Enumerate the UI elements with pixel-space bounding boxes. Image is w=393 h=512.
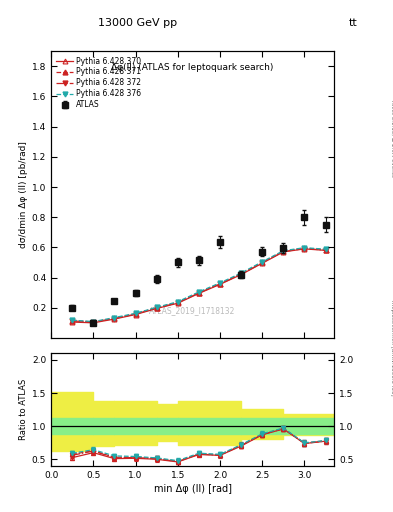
Pythia 6.428 372	[218, 281, 222, 287]
Pythia 6.428 372	[281, 248, 286, 254]
Pythia 6.428 370	[70, 319, 75, 325]
Pythia 6.428 376	[175, 298, 180, 305]
Pythia 6.428 371	[196, 290, 201, 296]
Pythia 6.428 376	[260, 259, 264, 265]
Pythia 6.428 370	[175, 300, 180, 306]
Pythia 6.428 370	[302, 246, 307, 252]
Pythia 6.428 372	[323, 247, 328, 253]
Line: Pythia 6.428 371: Pythia 6.428 371	[70, 246, 328, 325]
Text: Rivet 3.1.10, ≥ 2.9M events: Rivet 3.1.10, ≥ 2.9M events	[390, 100, 393, 177]
X-axis label: min Δφ (ll) [rad]: min Δφ (ll) [rad]	[154, 484, 231, 494]
Pythia 6.428 370	[196, 290, 201, 296]
Pythia 6.428 376	[302, 245, 307, 251]
Pythia 6.428 370	[91, 320, 95, 326]
Pythia 6.428 370	[154, 306, 159, 312]
Pythia 6.428 370	[133, 311, 138, 317]
Pythia 6.428 376	[70, 317, 75, 323]
Pythia 6.428 372	[239, 271, 244, 278]
Legend: Pythia 6.428 370, Pythia 6.428 371, Pythia 6.428 372, Pythia 6.428 376, ATLAS: Pythia 6.428 370, Pythia 6.428 371, Pyth…	[55, 55, 143, 111]
Pythia 6.428 376	[133, 310, 138, 316]
Pythia 6.428 370	[239, 271, 244, 278]
Pythia 6.428 372	[154, 305, 159, 311]
Y-axis label: dσ/dmin Δφ (ll) [pb/rad]: dσ/dmin Δφ (ll) [pb/rad]	[19, 141, 28, 248]
Text: ATLAS_2019_I1718132: ATLAS_2019_I1718132	[149, 306, 236, 315]
Line: Pythia 6.428 370: Pythia 6.428 370	[70, 246, 328, 325]
Pythia 6.428 372	[196, 290, 201, 296]
Pythia 6.428 372	[133, 311, 138, 317]
Pythia 6.428 371	[154, 305, 159, 311]
Y-axis label: Ratio to ATLAS: Ratio to ATLAS	[19, 379, 28, 440]
Pythia 6.428 372	[302, 246, 307, 252]
Pythia 6.428 371	[218, 281, 222, 287]
Pythia 6.428 372	[70, 318, 75, 324]
Pythia 6.428 371	[323, 247, 328, 253]
Text: mcplots.cern.ch [arXiv:1306.3436]: mcplots.cern.ch [arXiv:1306.3436]	[390, 301, 393, 396]
Text: Δφ(ll) (ATLAS for leptoquark search): Δφ(ll) (ATLAS for leptoquark search)	[111, 62, 274, 72]
Pythia 6.428 370	[260, 260, 264, 266]
Pythia 6.428 376	[154, 304, 159, 310]
Pythia 6.428 371	[281, 248, 286, 254]
Pythia 6.428 376	[91, 318, 95, 325]
Text: 13000 GeV pp: 13000 GeV pp	[98, 18, 177, 28]
Pythia 6.428 372	[112, 315, 117, 322]
Pythia 6.428 371	[133, 311, 138, 317]
Line: Pythia 6.428 372: Pythia 6.428 372	[70, 246, 328, 324]
Pythia 6.428 372	[260, 260, 264, 266]
Pythia 6.428 371	[260, 260, 264, 266]
Pythia 6.428 376	[323, 246, 328, 252]
Pythia 6.428 371	[302, 245, 307, 251]
Pythia 6.428 371	[239, 271, 244, 277]
Pythia 6.428 370	[323, 247, 328, 253]
Pythia 6.428 371	[175, 300, 180, 306]
Pythia 6.428 372	[91, 318, 95, 325]
Pythia 6.428 370	[112, 316, 117, 322]
Pythia 6.428 372	[175, 300, 180, 306]
Pythia 6.428 370	[281, 249, 286, 255]
Pythia 6.428 376	[196, 289, 201, 295]
Pythia 6.428 371	[70, 317, 75, 324]
Pythia 6.428 371	[112, 315, 117, 322]
Text: tt: tt	[349, 18, 358, 28]
Pythia 6.428 376	[112, 314, 117, 321]
Pythia 6.428 371	[91, 319, 95, 325]
Pythia 6.428 376	[281, 248, 286, 254]
Pythia 6.428 376	[239, 270, 244, 276]
Pythia 6.428 370	[218, 281, 222, 287]
Pythia 6.428 376	[218, 280, 222, 286]
Line: Pythia 6.428 376: Pythia 6.428 376	[70, 245, 328, 324]
